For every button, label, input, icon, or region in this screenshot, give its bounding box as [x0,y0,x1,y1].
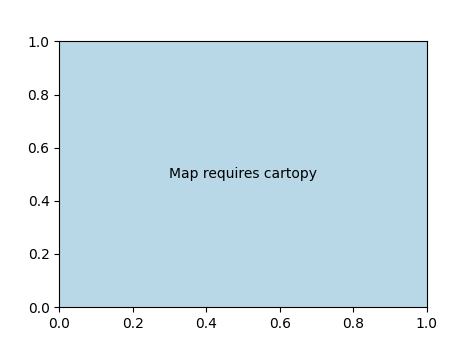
Text: Map requires cartopy: Map requires cartopy [169,167,317,181]
